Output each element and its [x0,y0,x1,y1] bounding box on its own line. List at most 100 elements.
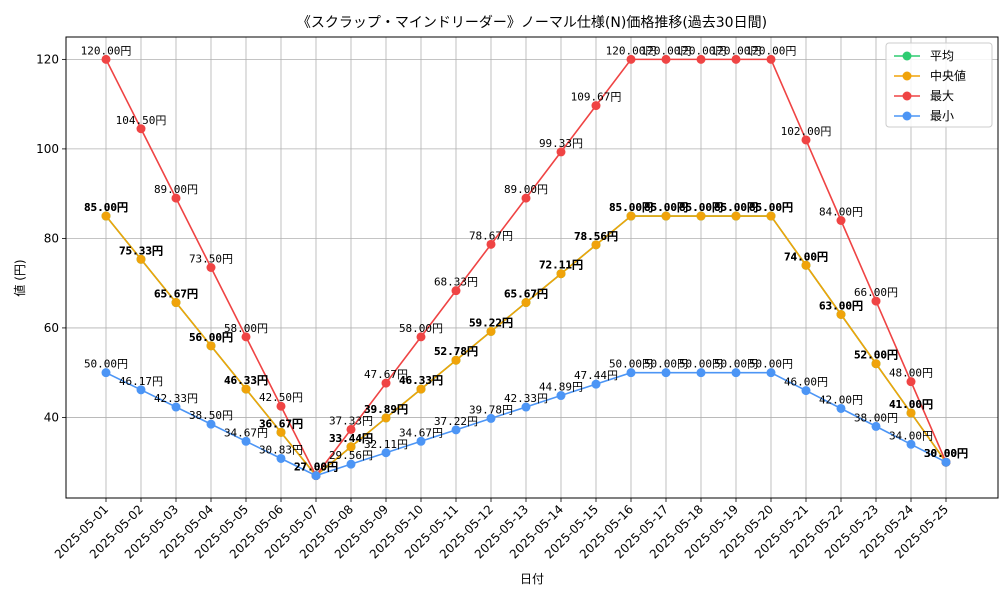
plot-area-frame [65,36,999,499]
data-point [451,355,461,365]
data-label: 46.33円 [224,374,268,387]
legend-label: 中央値 [930,68,966,83]
data-label: 85.00円 [679,201,723,214]
data-point [276,427,286,437]
data-point [346,459,356,469]
data-label: 38.50円 [189,409,233,422]
data-point [276,401,286,411]
data-label: 120.00円 [676,44,727,57]
data-label: 120.00円 [606,44,657,57]
data-label: 109.67円 [571,91,622,104]
data-point [136,254,146,264]
chart-title: 《スクラップ・マインドリーダー》ノーマル仕様(N)価格推移(過去30日間) [297,15,767,31]
data-point [871,421,881,431]
data-label: 78.56円 [574,230,618,243]
data-label: 120.00円 [81,44,132,57]
x-axis-title: 日付 [520,572,544,586]
data-label: 65.67円 [154,288,198,301]
data-label: 66.00円 [854,286,898,299]
data-point [241,384,251,394]
data-label: 42.33円 [154,392,198,405]
legend-marker [902,91,912,101]
data-label: 59.22円 [469,316,513,329]
data-point [801,386,811,396]
data-point [241,332,251,342]
data-label: 85.00円 [714,201,758,214]
data-label: 50.00円 [644,358,688,371]
data-label: 85.00円 [644,201,688,214]
data-label: 104.50円 [116,114,167,127]
data-label: 46.17円 [119,375,163,388]
data-point [206,263,216,272]
data-label: 36.67円 [259,417,303,430]
data-label: 41.00円 [889,398,933,411]
data-label: 46.33円 [399,374,443,387]
data-label: 85.00円 [749,201,793,214]
data-label: 120.00円 [711,44,762,57]
legend-entry: 最大 [894,89,954,103]
data-point [836,403,846,413]
data-point [801,135,811,145]
series-layer [101,54,951,481]
data-label: 59.22円 [469,316,513,329]
data-label: 34.67円 [224,426,268,439]
data-label: 52.78円 [434,345,478,358]
data-label: 50.00円 [714,358,758,371]
data-label: 52.00円 [854,349,898,362]
data-label: 58.00円 [399,322,443,335]
data-point [696,211,706,221]
data-label: 47.67円 [364,368,408,381]
data-point [171,298,181,308]
data-label: 102.00円 [781,125,832,138]
data-label: 65.67円 [504,288,548,301]
data-label: 78.67円 [469,229,513,242]
data-point [906,408,916,418]
legend-label: 最大 [930,89,954,103]
data-point [906,377,916,387]
data-point [626,54,636,64]
data-label: 85.00円 [84,201,128,214]
data-label: 85.00円 [84,201,128,214]
data-label: 50.00円 [84,358,128,371]
legend-label: 平均 [930,49,954,63]
data-point [696,368,706,378]
legend-marker [902,71,912,81]
legend-entry: 中央値 [894,68,966,83]
data-label: 50.00円 [609,358,653,371]
data-labels: 85.00円 75.33円 65.67円 56.00円 46.33円 36.67円 27.0… [81,44,968,473]
series-3 [101,368,951,481]
data-point [626,368,636,378]
data-label: 85.00円 [679,201,723,214]
data-point [766,368,776,378]
data-point [836,216,846,226]
data-point [696,54,706,64]
data-point [136,385,146,395]
data-label: 42.00円 [819,393,863,406]
data-label: 85.00円 [749,201,793,214]
data-label: 37.22円 [434,415,478,428]
data-label: 85.00円 [609,201,653,214]
data-label: 63.00円 [819,299,863,312]
data-label: 27.00円 [294,461,338,474]
data-label: 65.67円 [504,288,548,301]
data-label: 50.00円 [679,358,723,371]
data-label: 34.67円 [399,426,443,439]
data-label: 30.83円 [259,443,303,456]
y-axis-title: 値 (円) [12,259,27,296]
data-label: 50.00円 [749,358,793,371]
data-point [591,101,601,111]
data-label: 85.00円 [644,201,688,214]
data-point [451,286,461,296]
data-point [591,379,601,389]
data-label: 75.33円 [119,244,163,257]
data-point [661,368,671,378]
data-point [521,193,531,203]
data-label: 39.78円 [469,403,513,416]
data-label: 27.00円 [294,461,338,474]
data-point [416,332,426,342]
data-point [766,211,776,221]
legend-entry: 平均 [894,49,954,63]
series-2 [101,54,951,481]
data-point [311,471,321,481]
